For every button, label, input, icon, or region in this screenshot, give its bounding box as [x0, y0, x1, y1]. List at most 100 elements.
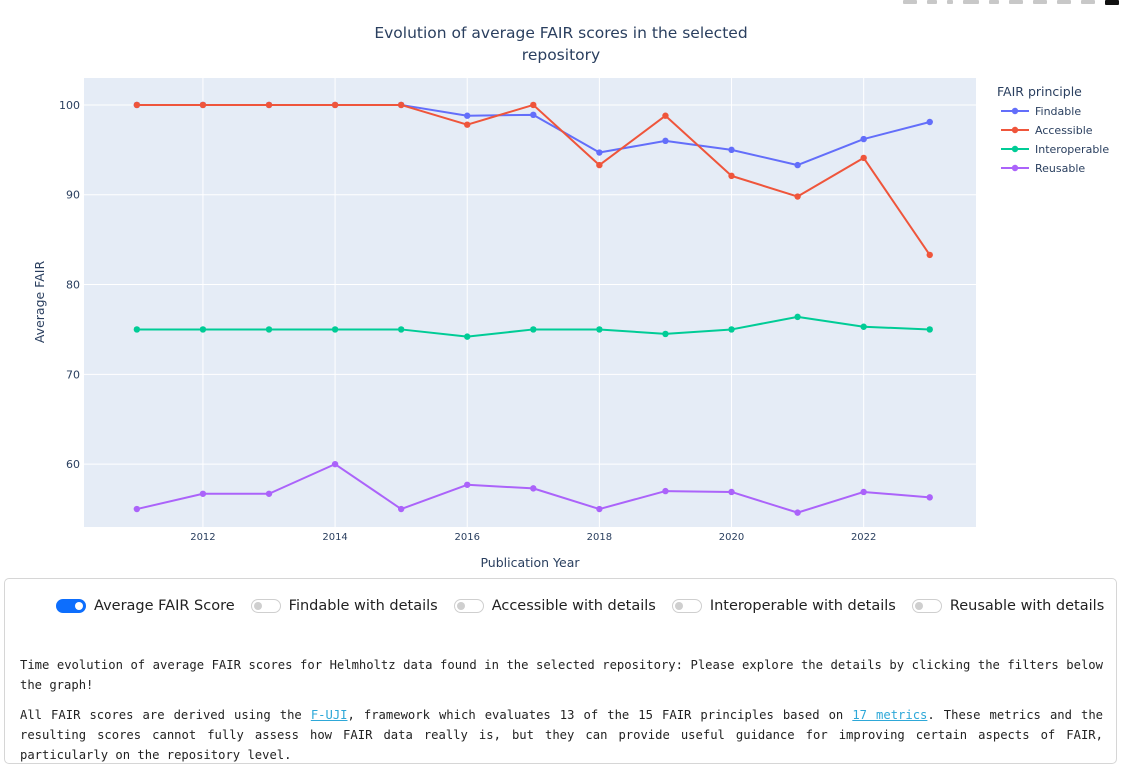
toggle-label-interoperable-details: Interoperable with details: [709, 598, 896, 614]
legend-item-reusable[interactable]: Reusable: [1001, 162, 1085, 175]
data-point-reusable: [728, 488, 735, 496]
toggle-group: Average FAIR Score Findable with details…: [56, 598, 1120, 614]
data-point-accessible: [133, 101, 141, 109]
toggle-reusable-details[interactable]: Reusable with details: [911, 598, 1104, 614]
switch-average-fair[interactable]: [56, 599, 86, 613]
chart-modebar[interactable]: [903, 0, 1119, 6]
data-point-accessible: [265, 101, 273, 109]
data-point-reusable: [926, 494, 933, 501]
metrics-link[interactable]: 17 metrics: [852, 708, 928, 722]
legend-label: Reusable: [1035, 162, 1085, 175]
data-point-interoperable: [728, 326, 735, 333]
y-tick-label: 70: [66, 368, 80, 381]
data-point-accessible: [464, 121, 471, 128]
x-tick-labels: 2012 2014 2016 2018 2020 2022: [190, 532, 876, 543]
switch-knob: [75, 602, 83, 610]
legend-title: FAIR principle: [997, 84, 1082, 99]
data-point-findable: [728, 146, 735, 154]
description-paragraph-2: All FAIR scores are derived using the F-…: [20, 705, 1103, 765]
legend-label: Findable: [1035, 105, 1081, 118]
legend-item-interoperable[interactable]: Interoperable: [1001, 143, 1109, 156]
data-point-reusable: [199, 490, 207, 497]
x-tick-label: 2018: [587, 532, 612, 543]
data-point-accessible: [199, 101, 207, 109]
y-tick-label: 90: [66, 189, 80, 202]
switch-knob: [456, 602, 465, 610]
toggle-accessible-details[interactable]: Accessible with details: [453, 598, 656, 614]
switch-interoperable-details[interactable]: [671, 599, 702, 613]
data-point-accessible: [662, 112, 669, 119]
description-text: . These metrics and the resulting scores…: [20, 708, 1104, 762]
autoscale-icon[interactable]: [1057, 0, 1071, 4]
data-point-reusable: [860, 488, 867, 496]
box-select-icon[interactable]: [963, 0, 979, 4]
x-tick-label: 2020: [719, 532, 744, 543]
switch-knob: [914, 602, 923, 610]
x-tick-label: 2016: [455, 532, 480, 543]
switch-findable-details[interactable]: [250, 599, 281, 613]
description-text: All FAIR scores are derived using the: [20, 708, 311, 722]
x-tick-label: 2022: [851, 532, 876, 543]
data-point-interoperable: [596, 326, 603, 333]
y-tick-label: 80: [66, 279, 80, 292]
data-point-interoperable: [464, 333, 471, 340]
data-point-accessible: [794, 193, 801, 200]
data-point-reusable: [265, 490, 273, 497]
data-point-accessible: [331, 101, 339, 109]
controls-card: Average FAIR Score Findable with details…: [4, 578, 1117, 764]
data-point-accessible: [728, 172, 735, 180]
toggle-interoperable-details[interactable]: Interoperable with details: [671, 598, 896, 614]
toggle-label-average-fair: Average FAIR Score: [94, 598, 235, 614]
data-point-interoperable: [530, 326, 537, 333]
plotly-logo-icon[interactable]: [1105, 0, 1119, 5]
data-point-interoperable: [926, 326, 933, 333]
description-paragraph-1: Time evolution of average FAIR scores fo…: [20, 658, 1103, 692]
data-point-accessible: [530, 101, 537, 109]
data-point-interoperable: [794, 313, 801, 321]
lasso-select-icon[interactable]: [989, 0, 999, 4]
legend-swatch-marker: [1011, 107, 1019, 115]
description-text: , framework which evaluates 13 of the 15…: [347, 708, 853, 722]
switch-knob: [674, 602, 683, 610]
data-point-reusable: [794, 509, 801, 516]
data-point-interoperable: [265, 326, 273, 333]
data-point-accessible: [397, 101, 405, 109]
data-point-findable: [464, 112, 471, 119]
data-point-interoperable: [397, 326, 405, 333]
x-axis-label: Publication Year: [480, 555, 580, 570]
toggle-label-accessible-details: Accessible with details: [491, 598, 656, 614]
data-point-findable: [662, 137, 669, 145]
data-point-interoperable: [662, 330, 669, 338]
legend-swatch-marker: [1011, 164, 1019, 172]
legend-label: Interoperable: [1035, 143, 1109, 156]
toggle-label-findable-details: Findable with details: [288, 598, 438, 614]
x-tick-label: 2014: [322, 532, 347, 543]
data-point-interoperable: [199, 326, 207, 333]
legend-item-accessible[interactable]: Accessible: [1001, 124, 1093, 137]
description: Time evolution of average FAIR scores fo…: [20, 655, 1103, 775]
y-axis-label: Average FAIR: [32, 261, 47, 344]
fuji-link[interactable]: F-UJI: [310, 708, 348, 722]
plot-area: [84, 78, 976, 527]
y-tick-label: 60: [66, 458, 80, 471]
data-point-reusable: [530, 485, 537, 492]
legend: Findable Accessible Interoperable Reusable: [1001, 105, 1109, 175]
legend-item-findable[interactable]: Findable: [1001, 105, 1081, 118]
data-point-findable: [926, 118, 933, 126]
legend-swatch-marker: [1011, 145, 1019, 153]
toggle-average-fair[interactable]: Average FAIR Score: [56, 598, 235, 614]
chart-title-line-2: repository: [522, 46, 600, 64]
x-tick-label: 2012: [190, 532, 215, 543]
toggle-findable-details[interactable]: Findable with details: [250, 598, 438, 614]
pan-icon[interactable]: [947, 0, 953, 4]
switch-reusable-details[interactable]: [911, 599, 942, 613]
switch-accessible-details[interactable]: [453, 599, 484, 613]
zoom-icon[interactable]: [927, 0, 937, 4]
data-point-accessible: [926, 251, 933, 259]
chart-title-line-1: Evolution of average FAIR scores in the …: [374, 24, 747, 42]
data-point-findable: [860, 135, 867, 143]
zoom-out-icon[interactable]: [1033, 0, 1047, 4]
reset-axes-icon[interactable]: [1081, 0, 1095, 4]
zoom-in-icon[interactable]: [1009, 0, 1023, 4]
camera-icon[interactable]: [903, 0, 917, 4]
